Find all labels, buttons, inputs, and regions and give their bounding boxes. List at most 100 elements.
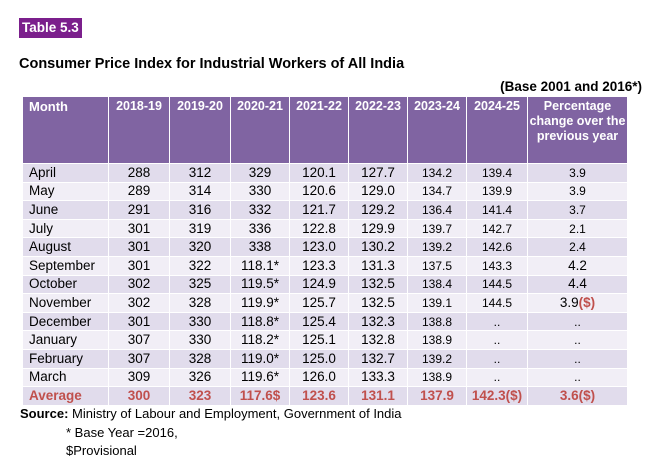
value-cell: 138.9 (407, 367, 467, 388)
value-cell: 309 (108, 367, 170, 388)
value-cell: 328 (169, 348, 231, 369)
table-label: Table 5.3 (19, 18, 82, 38)
value-cell: 139.7 (407, 218, 467, 239)
table-row: June 291 316 332 121.7 129.2 136.4 141.4… (22, 200, 628, 220)
value-cell: 291 (108, 200, 170, 220)
value-cell: 301 (108, 311, 170, 332)
value-cell: 136.4 (407, 200, 467, 220)
header-month: Month (22, 96, 109, 164)
table-row: August 301 320 338 123.0 130.2 139.2 142… (22, 237, 628, 257)
month-cell: January (22, 330, 109, 350)
table-row: April 288 312 329 120.1 127.7 134.2 139.… (22, 163, 628, 183)
value-cell: 132.5 (348, 274, 408, 295)
value-cell: 125.1 (289, 330, 349, 350)
month-cell: March (22, 367, 109, 388)
month-cell: May (22, 181, 109, 202)
pct-cell: 4.2 (527, 255, 628, 276)
value-cell: 129.2 (348, 200, 408, 220)
value-cell: 139.9 (466, 181, 528, 202)
value-cell: 139.1 (407, 293, 467, 313)
value-cell: 139.4 (466, 163, 528, 183)
header-2020-21: 2020-21 (230, 96, 290, 164)
value-cell: 143.3 (466, 255, 528, 276)
value-cell: 123.0 (289, 237, 349, 257)
month-cell: April (22, 163, 109, 183)
table-row: January 307 330 118.2* 125.1 132.8 138.9… (22, 330, 628, 350)
pct-cell: 2.4 (527, 237, 628, 257)
average-row: Average 300 323 117.6$ 123.6 131.1 137.9… (22, 386, 628, 406)
header-2023-24: 2023-24 (407, 96, 467, 164)
value-cell: .. (466, 367, 528, 388)
value-cell: 314 (169, 181, 231, 202)
value-cell: 338 (230, 237, 290, 257)
value-cell: 127.7 (348, 163, 408, 183)
month-cell: August (22, 237, 109, 257)
table-row: December 301 330 118.8* 125.4 132.3 138.… (22, 311, 628, 332)
average-cell: 300 (108, 386, 170, 406)
value-cell: 301 (108, 218, 170, 239)
value-cell: 134.7 (407, 181, 467, 202)
base-year-footnote: * Base Year =2016, (66, 425, 178, 440)
value-cell: 328 (169, 293, 231, 313)
value-cell: 320 (169, 237, 231, 257)
month-cell: October (22, 274, 109, 295)
value-cell: 329 (230, 163, 290, 183)
value-cell: 118.1* (230, 255, 290, 276)
value-cell: 119.0* (230, 348, 290, 369)
value-cell: 130.2 (348, 237, 408, 257)
value-cell: 120.1 (289, 163, 349, 183)
month-cell: July (22, 218, 109, 239)
value-cell: 301 (108, 237, 170, 257)
value-cell: 330 (169, 311, 231, 332)
table-row: March 309 326 119.6* 126.0 133.3 138.9 .… (22, 367, 628, 388)
value-cell: 133.3 (348, 367, 408, 388)
value-cell: 119.9* (230, 293, 290, 313)
header-2021-22: 2021-22 (289, 96, 349, 164)
pct-cell: 4.4 (527, 274, 628, 295)
value-cell: 144.5 (466, 293, 528, 313)
table-row: May 289 314 330 120.6 129.0 134.7 139.9 … (22, 181, 628, 202)
value-cell: 119.5* (230, 274, 290, 295)
value-cell: 125.4 (289, 311, 349, 332)
source-note: Source: Ministry of Labour and Employmen… (20, 406, 402, 421)
header-percentage-change: Percentage change over the previous year (527, 96, 628, 164)
value-cell: .. (466, 330, 528, 350)
pct-cell: 3.7 (527, 200, 628, 220)
average-cell: 131.1 (348, 386, 408, 406)
average-cell: 323 (169, 386, 231, 406)
value-cell: 301 (108, 255, 170, 276)
month-cell: November (22, 293, 109, 313)
table-row: October 302 325 119.5* 124.9 132.5 138.4… (22, 274, 628, 295)
table-row: November 302 328 119.9* 125.7 132.5 139.… (22, 293, 628, 313)
pct-value: 3.9 (559, 294, 579, 310)
value-cell: 122.8 (289, 218, 349, 239)
average-cell: 3.6($) (527, 386, 628, 406)
value-cell: 124.9 (289, 274, 349, 295)
value-cell: 138.4 (407, 274, 467, 295)
value-cell: .. (466, 348, 528, 369)
average-cell: 137.9 (407, 386, 467, 406)
value-cell: 302 (108, 293, 170, 313)
base-year-note: (Base 2001 and 2016*) (500, 79, 642, 94)
value-cell: 330 (169, 330, 231, 350)
table-row: September 301 322 118.1* 123.3 131.3 137… (22, 255, 628, 276)
month-cell: June (22, 200, 109, 220)
value-cell: 289 (108, 181, 170, 202)
value-cell: 132.7 (348, 348, 408, 369)
month-cell: February (22, 348, 109, 369)
value-cell: 142.7 (466, 218, 528, 239)
average-cell: 142.3($) (466, 386, 528, 406)
value-cell: 123.3 (289, 255, 349, 276)
value-cell: 139.2 (407, 237, 467, 257)
cpi-table: Month 2018-19 2019-20 2020-21 2021-22 20… (22, 96, 628, 406)
value-cell: 325 (169, 274, 231, 295)
value-cell: 302 (108, 274, 170, 295)
value-cell: 138.8 (407, 311, 467, 332)
pct-cell: 3.9($) (527, 293, 628, 313)
value-cell: 332 (230, 200, 290, 220)
value-cell: 141.4 (466, 200, 528, 220)
pct-cell: 3.9 (527, 163, 628, 183)
pct-cell: 3.9 (527, 181, 628, 202)
average-label: Average (22, 386, 109, 406)
value-cell: 129.9 (348, 218, 408, 239)
